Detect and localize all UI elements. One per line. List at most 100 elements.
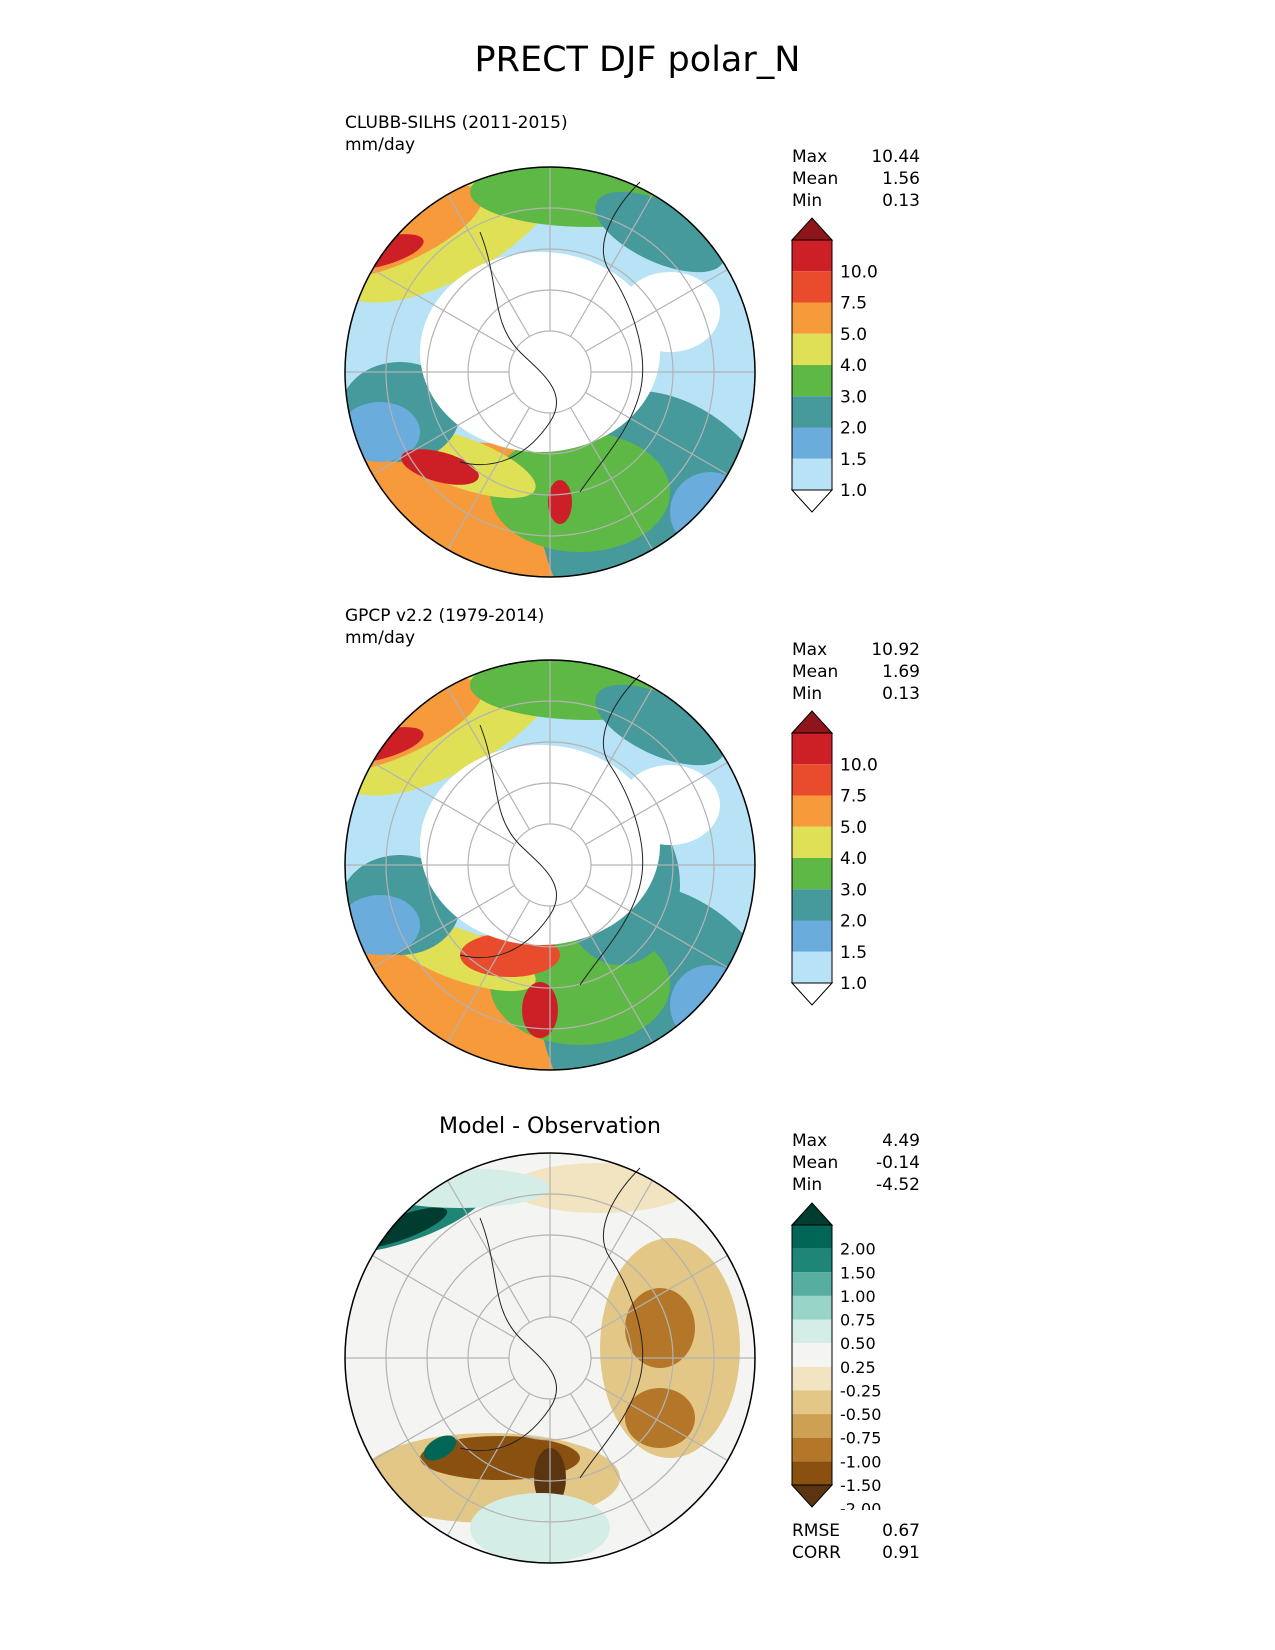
model-colorbar: 10.0 7.5 5.0 4.0 3.0 2.0 1.5 1.0 0.5 [790,217,878,515]
anomaly-region [423,1435,457,1461]
colorbar-swatch [792,271,832,303]
colorbar-swatch [792,1343,832,1367]
stat-label: Mean [792,1153,839,1173]
colorbar-swatch [792,1414,832,1438]
colorbar-tick-label: -0.50 [840,1405,881,1424]
map-boundary [344,1152,756,1564]
model-panel-title: CLUBB-SILHS (2011-2015) [345,113,568,133]
colorbar-tick-label: 5.0 [840,325,867,345]
colorbar-swatch [792,858,832,890]
precip-region [420,252,660,452]
colorbar-tick-label: 0.75 [840,1311,876,1330]
colorbar-extend-min [790,489,834,513]
longitude-gridline [446,1180,531,1323]
colorbar-swatch [792,240,832,272]
colorbar-swatch [792,920,832,952]
colorbar-tick-label: 3.0 [840,387,867,407]
colorbar-tick-label: 4.0 [840,849,867,869]
colorbar-tick-label: 1.0 [840,481,867,501]
diff-polar-map [344,1152,756,1564]
stat-value: -4.52 [876,1175,920,1195]
colorbar-tick-label: 7.5 [840,294,867,314]
precip-region [548,480,572,524]
colorbar-tick-label: -0.25 [840,1381,881,1400]
figure-title: PRECT DJF polar_N [474,40,801,80]
longitude-gridline [585,884,728,969]
stat-label: Min [792,191,823,211]
colorbar-swatch [792,795,832,827]
colorbar-swatch [792,427,832,459]
colorbar-swatch [792,302,832,334]
colorbar-swatch [792,365,832,397]
obs-panel-title: GPCP v2.2 (1979-2014) [345,606,545,626]
metric-value: 0.91 [882,1543,920,1563]
anomaly-region [470,1493,610,1563]
longitude-gridline [585,268,728,353]
metric-label: CORR [792,1543,841,1563]
colorbar-tick-label: 1.5 [840,943,867,963]
longitude-gridline [569,1393,654,1536]
colorbar-tick-label: 0.5 [840,512,867,515]
colorbar-tick-label: 5.0 [840,818,867,838]
precip-region [522,982,558,1038]
stat-label: Max [792,640,828,660]
colorbar-swatch [792,1366,832,1391]
colorbar-frame [791,1224,833,1486]
colorbar-tick-label: 4.0 [840,356,867,376]
longitude-gridline [372,884,515,969]
coastline [459,1217,557,1452]
coastline [579,674,644,986]
longitude-gridline [446,900,531,1043]
colorbar-tick-label: -1.50 [840,1476,881,1495]
stat-label: Mean [792,662,839,682]
longitude-gridline [372,1377,515,1462]
colorbar-frame [791,239,833,491]
precip-region [670,965,750,1045]
precip-region [420,745,660,945]
stat-value: 1.69 [882,662,920,682]
precip-region [595,191,725,273]
precip-region [401,449,479,485]
anomaly-region [625,1388,695,1448]
longitude-gridline [569,687,654,830]
colorbar-tick-label: 0.5 [840,1005,867,1008]
colorbar-tick-label: 1.50 [840,1263,876,1282]
stat-value: 1.56 [882,169,920,189]
longitude-gridline [372,391,515,476]
metric-label: RMSE [792,1521,841,1541]
diff-panel-title: Model - Observation [439,1114,661,1139]
colorbar-tick-label: 0.50 [840,1334,876,1353]
coastline [579,1167,644,1479]
longitude-gridline [569,194,654,337]
stat-value: 10.92 [871,640,920,660]
colorbar-tick-label: -2.00 [840,1500,881,1510]
coastline [459,724,557,959]
stat-label: Max [792,147,828,167]
model-stats: Max 10.44 Mean 1.56 Min 0.13 [792,146,920,212]
obs-colorbar: 10.0 7.5 5.0 4.0 3.0 2.0 1.5 1.0 0.5 [790,710,878,1008]
colorbar-tick-label: 10.0 [840,262,878,282]
colorbar-frame [791,732,833,984]
obs-polar-map [344,659,756,1071]
colorbar-swatch [792,1319,832,1344]
colorbar-swatch [792,458,832,490]
colorbar-swatch [792,1295,832,1320]
stat-value: 4.49 [882,1131,920,1151]
map-boundary [344,659,756,1071]
stat-value: 0.13 [882,191,920,211]
colorbar-tick-label: 0.25 [840,1358,876,1377]
colorbar-tick-label: -0.75 [840,1429,881,1448]
colorbar-tick-label: 10.0 [840,755,878,775]
colorbar-swatch [792,1390,832,1415]
colorbar-tick-label: 7.5 [840,787,867,807]
colorbar-swatch [792,1248,832,1273]
colorbar-extend-max [790,1202,834,1226]
diff-metrics: RMSE 0.67 CORR 0.91 [792,1520,920,1564]
precip-region [620,272,720,352]
colorbar-swatch [792,1461,832,1485]
colorbar-swatch [792,951,832,983]
anomaly-region [625,1288,695,1368]
longitude-gridline [446,1393,531,1536]
colorbar-tick-label: 2.00 [840,1240,876,1259]
longitude-gridline [372,1254,515,1339]
